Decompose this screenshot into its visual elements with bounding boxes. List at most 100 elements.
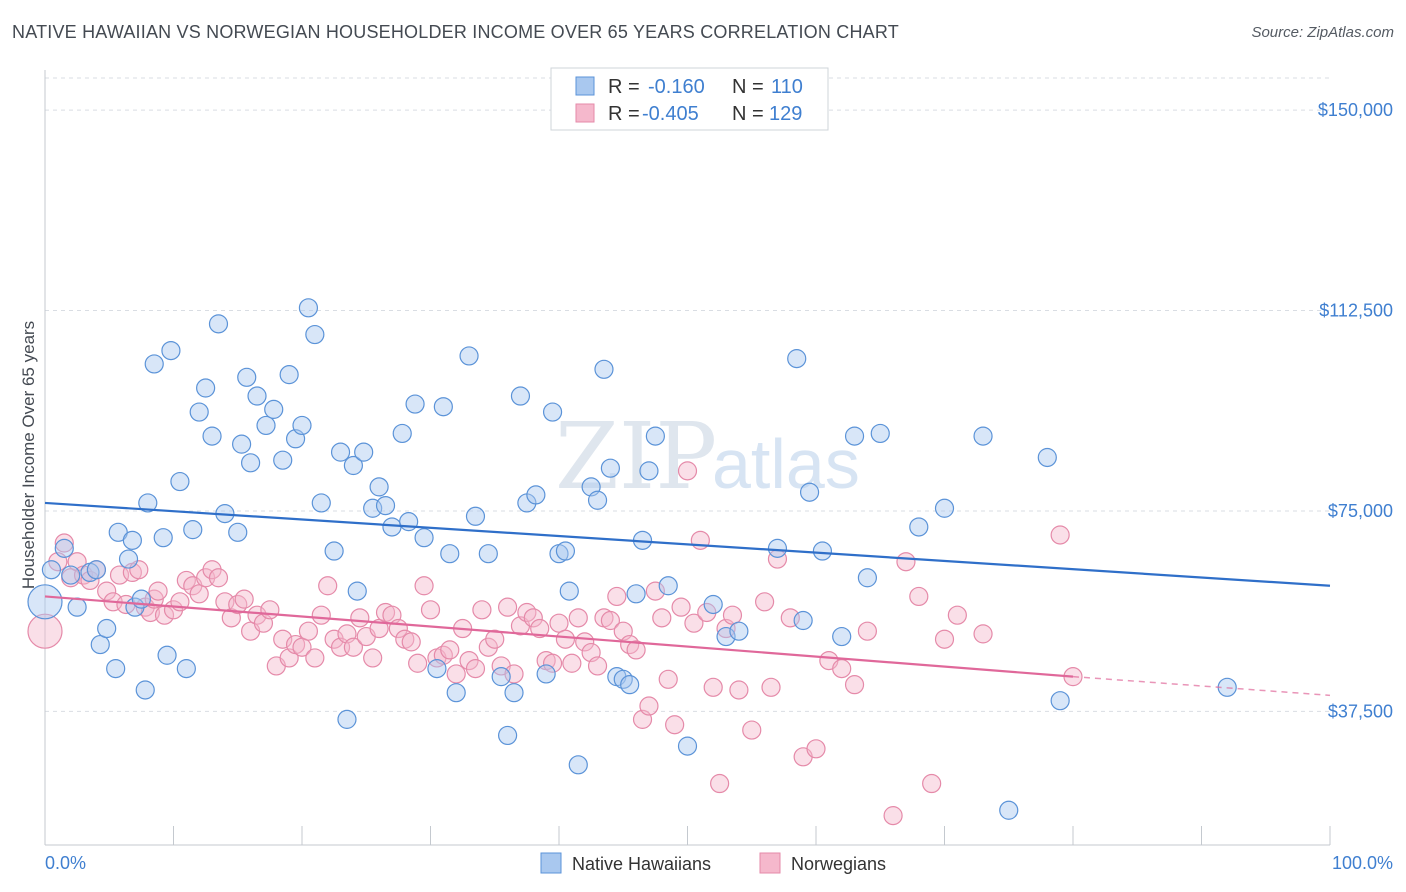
native-hawaiians-point [559,581,579,601]
native-hawaiians-point [41,560,62,580]
native-hawaiians-point [568,755,588,775]
norwegians-point [530,618,550,639]
native-hawaiians-point [208,314,229,334]
norwegians-point [234,589,254,609]
norwegians-point [722,605,743,625]
legend-n-value-1: 110 [771,76,803,98]
norwegians-point [844,675,865,695]
native-hawaiians-point [382,517,402,537]
native-hawaiians-point [504,683,524,703]
native-hawaiians-point [122,530,142,550]
norwegians-point [498,597,518,617]
norwegians-point [273,629,293,649]
native-hawaiians-point [857,568,878,588]
norwegians-point [414,576,434,596]
y-tick-label: $150,000 [1318,100,1393,120]
native-hawaiians-point [298,298,319,318]
native-hawaiians-point [999,800,1019,820]
watermark-zip: ZIP [555,403,717,510]
native-hawaiians-point [934,498,955,518]
legend-swatch-blue [575,76,595,96]
native-hawaiians-point [232,434,252,454]
norwegians-trend-line [44,595,1074,678]
native-hawaiians-point [202,426,222,446]
native-hawaiians-point [1050,691,1070,711]
norwegians-point [228,594,248,615]
chart-title: NATIVE HAWAIIAN VS NORWEGIAN HOUSEHOLDER… [12,22,899,42]
trend-lines [44,501,1331,697]
norwegians-point [440,640,460,660]
bottom-legend-label-2: Norwegians [791,854,886,874]
native-hawaiians-point [337,709,357,729]
norwegians-point [665,715,685,735]
bottom-legend-label-1: Native Hawaiians [572,854,711,874]
native-hawaiians-point [392,423,412,444]
native-hawaiians-point [870,423,890,444]
norwegians-point [517,602,537,623]
norwegians-point [761,677,781,697]
norwegians-point [934,629,955,649]
norwegians-point [697,602,717,623]
native-hawaiians-point [716,626,736,647]
native-hawaiians-point [170,471,190,492]
native-hawaiians-point [703,594,723,615]
norwegians-point [549,613,569,633]
norwegians-point [645,581,665,601]
native-hawaiians-point [793,610,813,631]
native-hawaiians-point [832,626,852,647]
norwegians-point [260,600,280,620]
native-hawaiians-point [153,528,173,548]
norwegians-point [677,461,698,481]
native-hawaiians-point [536,664,556,684]
native-hawaiians-point [620,675,640,695]
norwegians-point [922,773,942,794]
native-hawaiians-point [405,394,425,414]
native-hawaiians-point [157,645,177,665]
native-hawaiians-point [330,442,351,462]
native-hawaiians-point [292,415,312,436]
norwegians-point [703,677,723,697]
native-hawaiians-points [27,298,1237,820]
norwegians-point [363,648,383,668]
native-hawaiians-point [27,584,63,620]
norwegians-point [247,605,267,625]
y-axis-label: Householder Income Over 65 years [19,321,38,589]
native-hawaiians-point [729,621,749,641]
native-hawaiians-point [526,485,546,505]
native-hawaiians-point [196,378,216,398]
norwegians-point [883,806,903,826]
native-hawaiians-point [61,565,81,585]
native-hawaiians-point [311,493,331,513]
norwegians-point [729,680,749,700]
native-hawaiians-point [510,386,531,406]
norwegians-point [909,586,929,607]
native-hawaiians-point [542,402,563,422]
native-hawaiians-point [189,402,209,422]
correlation-legend: R = -0.160 N = 110 R = -0.405 N = 129 [550,67,829,131]
native-hawaiians-point [161,340,181,361]
native-hawaiians-point [844,426,865,446]
native-hawaiians-point [176,659,196,679]
norwegians-point [298,621,319,641]
norwegians-point [472,600,492,620]
y-tick-label: $75,000 [1328,501,1393,521]
norwegians-point [523,608,543,628]
norwegians-point [401,632,421,652]
native-hawaiians-point [135,680,155,700]
native-hawaiians-point [491,667,511,687]
native-hawaiians-point [812,541,833,561]
norwegians-point [896,552,916,572]
norwegians-point [947,605,967,625]
native-hawaiians-point [973,426,993,446]
native-hawaiians-point [1037,447,1057,468]
legend-swatch-pink [575,103,595,123]
norwegians-point [562,653,582,673]
native-hawaiians-point [613,669,633,689]
native-hawaiians-point [67,597,87,617]
norwegians-point [420,600,441,620]
norwegians-point [54,533,74,553]
norwegians-point [973,624,993,644]
native-hawaiians-point [106,659,126,679]
norwegians-point [568,608,588,628]
